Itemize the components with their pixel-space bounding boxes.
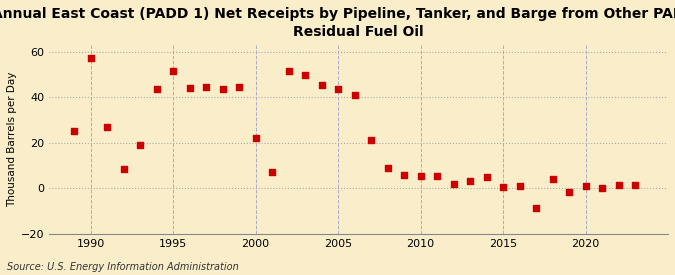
Text: Source: U.S. Energy Information Administration: Source: U.S. Energy Information Administ…	[7, 262, 238, 272]
Point	[514, 184, 525, 188]
Point	[597, 186, 608, 191]
Point	[630, 183, 641, 187]
Point	[448, 182, 459, 186]
Point	[151, 87, 162, 91]
Point	[118, 167, 129, 171]
Point	[432, 174, 443, 178]
Point	[200, 85, 211, 89]
Point	[317, 82, 327, 87]
Point	[135, 143, 146, 147]
Y-axis label: Thousand Barrels per Day: Thousand Barrels per Day	[7, 72, 17, 207]
Point	[250, 136, 261, 140]
Point	[300, 73, 310, 78]
Point	[547, 177, 558, 182]
Point	[497, 185, 508, 189]
Point	[399, 172, 410, 177]
Point	[349, 93, 360, 97]
Title: Annual East Coast (PADD 1) Net Receipts by Pipeline, Tanker, and Barge from Othe: Annual East Coast (PADD 1) Net Receipts …	[0, 7, 675, 39]
Point	[564, 189, 574, 194]
Point	[333, 87, 344, 91]
Point	[481, 175, 492, 179]
Point	[382, 166, 393, 170]
Point	[464, 179, 475, 184]
Point	[102, 125, 113, 129]
Point	[415, 174, 426, 178]
Point	[217, 87, 228, 91]
Point	[366, 138, 377, 143]
Point	[85, 56, 96, 60]
Point	[168, 69, 179, 73]
Point	[234, 85, 244, 89]
Point	[284, 69, 294, 73]
Point	[613, 183, 624, 187]
Point	[69, 129, 80, 134]
Point	[267, 170, 277, 175]
Point	[184, 86, 195, 90]
Point	[531, 205, 541, 210]
Point	[580, 184, 591, 188]
